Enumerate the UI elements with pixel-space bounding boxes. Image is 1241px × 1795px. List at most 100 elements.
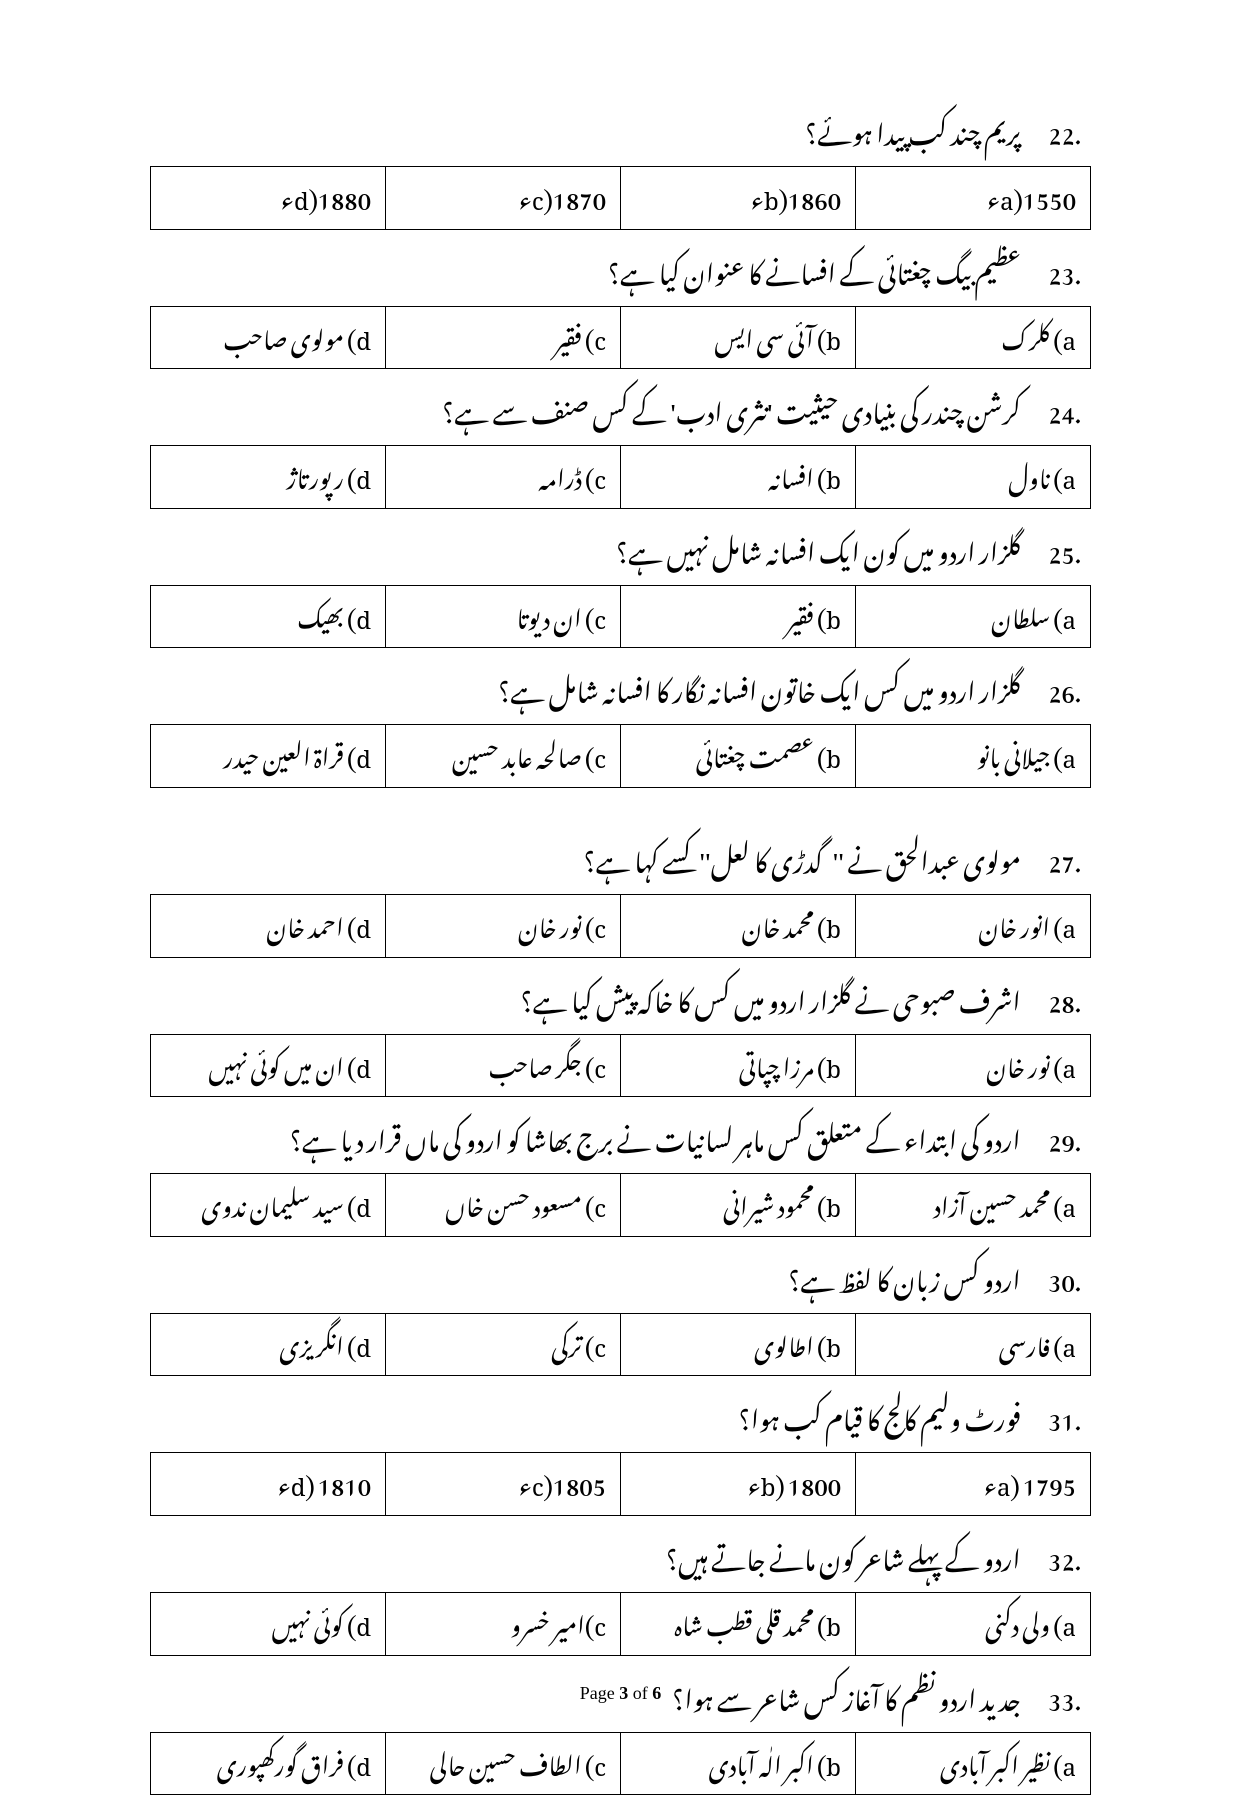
option-c: c) فقیر bbox=[386, 306, 621, 369]
question-text: فورٹ ولیم کالج کا قیام کب ہوا؟ bbox=[738, 1389, 1021, 1441]
question-row: .27 مولوی عبدالحق نے ''گدڑی کا لعل'' کسے … bbox=[150, 828, 1091, 888]
footer-prefix: Page bbox=[580, 1683, 620, 1703]
option-c: c) مسعود حسن خاں bbox=[386, 1174, 621, 1237]
option-c: c) صالحہ عابد حسین bbox=[386, 725, 621, 788]
option-d: d) ان میں کوئی نہیں bbox=[151, 1034, 386, 1097]
question-row: .22 پریم چند کب پیدا ہوئے؟ bbox=[150, 100, 1091, 160]
question-row: .26 گلزار اردو میں کس ایک خاتون افسانہ نگ… bbox=[150, 658, 1091, 718]
option-c: c) الطاف حسین حالی bbox=[386, 1732, 621, 1795]
option-b: b) مرزا چپاتی bbox=[621, 1034, 856, 1097]
options-table: a) محمد حسین آزادb) محمود شیرانیc) مسعود… bbox=[150, 1173, 1091, 1237]
question-number: .25 bbox=[1039, 519, 1081, 579]
footer-of: of bbox=[628, 1683, 652, 1703]
option-b: b) عصمت چغتائی bbox=[621, 725, 856, 788]
options-table: a) انور خانb) محمد خانc) نور خانd) احمد … bbox=[150, 894, 1091, 958]
options-table: a) فارسیb) اطالویc) ترکیd) انگریزی bbox=[150, 1313, 1091, 1377]
option-a: a)1550ء bbox=[856, 167, 1091, 230]
option-d: d) 1810ء bbox=[151, 1453, 386, 1516]
option-b: b) افسانہ bbox=[621, 446, 856, 509]
options-table: a) سلطانb) فقیرc) ان دیوتاd) بھیک bbox=[150, 585, 1091, 649]
question-text: اردو کی ابتداء کے متعلق کس ماہر لسانیات … bbox=[290, 1110, 1021, 1162]
question-row: .23 عظیم بیگ چغتائی کے افسانے کا عنوان کی… bbox=[150, 240, 1091, 300]
question-text: پریم چند کب پیدا ہوئے؟ bbox=[805, 103, 1021, 155]
option-c: c) ان دیوتا bbox=[386, 585, 621, 648]
options-table: a) کلرکb) آئی سی ایسc) فقیرd) مولوی صاحب bbox=[150, 306, 1091, 370]
question-list: .22پریم چند کب پیدا ہوئے؟a)1550ءb)1860ءc… bbox=[150, 100, 1091, 1795]
option-a: a) نور خان bbox=[856, 1034, 1091, 1097]
question-block: .23 عظیم بیگ چغتائی کے افسانے کا عنوان کی… bbox=[150, 240, 1091, 370]
question-row: .32اردو کے پہلے شاعر کون مانے جاتے ہیں؟ bbox=[150, 1526, 1091, 1586]
option-c: c)امیر خسرو bbox=[386, 1592, 621, 1655]
question-text: اردو کس زبان کا لفظ ہے؟ bbox=[788, 1250, 1021, 1302]
question-number: .29 bbox=[1039, 1107, 1081, 1167]
options-table: a) جیلانی بانوb) عصمت چغتائیc) صالحہ عاب… bbox=[150, 724, 1091, 788]
option-a: a) محمد حسین آزاد bbox=[856, 1174, 1091, 1237]
footer-current: 3 bbox=[619, 1683, 628, 1703]
option-d: d) رپورتاژ bbox=[151, 446, 386, 509]
option-a: a) فارسی bbox=[856, 1313, 1091, 1376]
options-table: a) 1795ءb) 1800ءc)1805ءd) 1810ء bbox=[150, 1452, 1091, 1516]
options-table: a)1550ءb)1860ءc)1870ءd)1880ء bbox=[150, 166, 1091, 230]
option-b: b) اکبر الٰہ آبادی bbox=[621, 1732, 856, 1795]
option-a: a) 1795ء bbox=[856, 1453, 1091, 1516]
option-b: b)1860ء bbox=[621, 167, 856, 230]
option-d: d) فراق گورکھپوری bbox=[151, 1732, 386, 1795]
option-b: b) اطالوی bbox=[621, 1313, 856, 1376]
options-table: a) ناولb) افسانہc) ڈرامہd) رپورتاژ bbox=[150, 445, 1091, 509]
options-table: a) ولی دکنیb) محمد قلی قطب شاہc)امیر خسر… bbox=[150, 1592, 1091, 1656]
option-b: b) 1800ء bbox=[621, 1453, 856, 1516]
option-c: c)1870ء bbox=[386, 167, 621, 230]
question-number: .22 bbox=[1039, 100, 1081, 160]
question-text: گلزار اردو میں کون ایک افسانہ شامل نہیں … bbox=[616, 522, 1021, 574]
question-row: .31 فورٹ ولیم کالج کا قیام کب ہوا؟ bbox=[150, 1386, 1091, 1446]
question-block: .32اردو کے پہلے شاعر کون مانے جاتے ہیں؟a… bbox=[150, 1526, 1091, 1656]
footer-total: 6 bbox=[652, 1683, 661, 1703]
question-row: .25 گلزار اردو میں کون ایک افسانہ شامل نہ… bbox=[150, 519, 1091, 579]
question-text: کرشن چندر کی بنیادی حیثیت 'نثری ادب' کے … bbox=[442, 382, 1021, 434]
question-block: .22 پریم چند کب پیدا ہوئے؟ a)1550ءb)1860ءc… bbox=[150, 100, 1091, 230]
option-a: a) سلطان bbox=[856, 585, 1091, 648]
question-block: .26 گلزار اردو میں کس ایک خاتون افسانہ نگ… bbox=[150, 658, 1091, 788]
question-number: .30 bbox=[1039, 1247, 1081, 1307]
question-text: اشرف صبوحی نے گلزار اردو میں کس کا خاکہ … bbox=[520, 971, 1021, 1023]
option-c: c) ڈرامہ bbox=[386, 446, 621, 509]
question-text: مولوی عبدالحق نے ''گدڑی کا لعل'' کسے کہا… bbox=[583, 831, 1021, 883]
question-row: .24 کرشن چندر کی بنیادی حیثیت 'نثری ادب' … bbox=[150, 379, 1091, 439]
option-d: d) مولوی صاحب bbox=[151, 306, 386, 369]
option-b: b) فقیر bbox=[621, 585, 856, 648]
question-number: .24 bbox=[1039, 379, 1081, 439]
option-a: a) انور خان bbox=[856, 894, 1091, 957]
option-c: c) جگر صاحب bbox=[386, 1034, 621, 1097]
option-b: b) محمد قلی قطب شاہ bbox=[621, 1592, 856, 1655]
option-d: d) سید سلیمان ندوی bbox=[151, 1174, 386, 1237]
question-block: .25 گلزار اردو میں کون ایک افسانہ شامل نہ… bbox=[150, 519, 1091, 649]
question-number: .28 bbox=[1039, 968, 1081, 1028]
option-d: d) انگریزی bbox=[151, 1313, 386, 1376]
option-d: d) کوئی نہیں bbox=[151, 1592, 386, 1655]
question-number: .27 bbox=[1039, 828, 1081, 888]
question-block: .30 اردو کس زبان کا لفظ ہے؟ a) فارسیb) اطا… bbox=[150, 1247, 1091, 1377]
option-c: c) نور خان bbox=[386, 894, 621, 957]
question-number: .23 bbox=[1039, 240, 1081, 300]
question-block: .24 کرشن چندر کی بنیادی حیثیت 'نثری ادب' … bbox=[150, 379, 1091, 509]
options-table: a) نظیر اکبر آبادیb) اکبر الٰہ آبادیc) ا… bbox=[150, 1732, 1091, 1795]
option-a: a) ناول bbox=[856, 446, 1091, 509]
option-a: a) جیلانی بانو bbox=[856, 725, 1091, 788]
question-block: .31 فورٹ ولیم کالج کا قیام کب ہوا؟ a) 1795… bbox=[150, 1386, 1091, 1516]
question-row: .28 اشرف صبوحی نے گلزار اردو میں کس کا خا… bbox=[150, 968, 1091, 1028]
question-text: گلزار اردو میں کس ایک خاتون افسانہ نگار … bbox=[498, 661, 1021, 713]
option-a: a) ولی دکنی bbox=[856, 1592, 1091, 1655]
question-row: .30 اردو کس زبان کا لفظ ہے؟ bbox=[150, 1247, 1091, 1307]
question-block: .28 اشرف صبوحی نے گلزار اردو میں کس کا خا… bbox=[150, 968, 1091, 1098]
option-d: d) بھیک bbox=[151, 585, 386, 648]
question-text: عظیم بیگ چغتائی کے افسانے کا عنوان کیا ہ… bbox=[608, 243, 1021, 295]
option-d: d)1880ء bbox=[151, 167, 386, 230]
option-a: a) کلرک bbox=[856, 306, 1091, 369]
option-d: d) احمد خان bbox=[151, 894, 386, 957]
option-c: c) ترکی bbox=[386, 1313, 621, 1376]
options-table: a) نور خانb) مرزا چپاتیc) جگر صاحبd) ان … bbox=[150, 1034, 1091, 1098]
question-number: .26 bbox=[1039, 658, 1081, 718]
option-c: c)1805ء bbox=[386, 1453, 621, 1516]
question-number: .31 bbox=[1039, 1386, 1081, 1446]
question-block: .29 اردو کی ابتداء کے متعلق کس ماہر لسانی… bbox=[150, 1107, 1091, 1237]
